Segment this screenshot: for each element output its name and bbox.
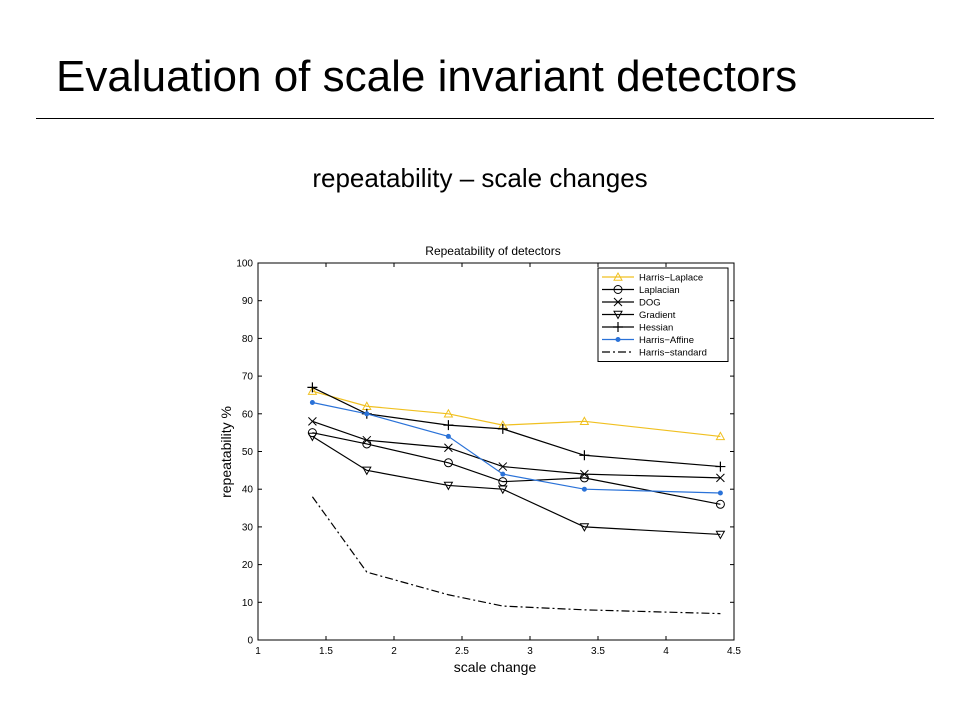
data-point-dog: [716, 473, 725, 483]
slide-subtitle: repeatability – scale changes: [312, 163, 648, 193]
data-point-gradient: [715, 530, 726, 540]
slide-title: Evaluation of scale invariant detectors: [56, 52, 798, 101]
data-point-gradient: [497, 485, 508, 495]
y-tick-label: 20: [242, 560, 254, 571]
series-harris-affine: [309, 399, 723, 496]
chart-title: Repeatability of detectors: [425, 244, 560, 258]
legend-label-harris-affine: Harris−Affine: [639, 335, 694, 346]
data-point-gradient: [307, 432, 318, 442]
y-tick-label: 90: [242, 296, 254, 307]
y-tick-label: 80: [242, 334, 254, 345]
legend-marker-gradient: [613, 310, 623, 320]
series-line-harris-affine: [312, 401, 721, 494]
x-tick-label: 2: [391, 646, 397, 657]
y-tick-label: 40: [242, 485, 254, 496]
data-point-gradient: [579, 523, 590, 532]
legend-marker-dog: [613, 297, 623, 307]
title-divider: [36, 118, 934, 119]
data-point-hessian: [579, 450, 590, 461]
data-point-laplacian: [443, 458, 453, 468]
data-point-dog: [362, 435, 372, 445]
data-point-harris-affine: [500, 471, 506, 477]
data-point-harris-laplace: [579, 416, 590, 426]
y-tick-label: 60: [242, 409, 254, 420]
legend-marker-laplacian: [613, 285, 623, 294]
x-tick-label: 1: [255, 646, 261, 657]
data-point-harris-affine: [445, 433, 451, 439]
x-axis-label: scale change: [454, 659, 537, 675]
series-line-dog: [312, 420, 721, 479]
data-point-harris-laplace: [715, 431, 726, 441]
y-tick-label: 50: [242, 447, 254, 458]
y-axis-label: repeatability %: [218, 406, 234, 498]
x-tick-label: 4.5: [727, 646, 741, 657]
data-point-harris-laplace: [443, 408, 454, 418]
data-point-dog: [580, 469, 589, 479]
data-point-hessian: [715, 461, 726, 472]
series-harris-standard: [311, 496, 721, 615]
data-point-gradient: [361, 466, 372, 476]
y-tick-label: 10: [242, 598, 254, 609]
legend-label-dog: DOG: [639, 298, 661, 309]
y-tick-label: 0: [247, 636, 253, 647]
legend-label-harris-laplace: Harris−Laplace: [639, 273, 703, 284]
data-point-hessian: [443, 420, 454, 431]
data-point-harris-affine: [309, 399, 315, 405]
legend-label-gradient: Gradient: [639, 310, 676, 321]
legend-label-harris-standard: Harris−standard: [639, 348, 707, 359]
series-harris-laplace: [307, 386, 726, 441]
legend-marker-harris-affine: [615, 337, 621, 342]
data-point-dog: [498, 462, 508, 471]
data-point-dog: [308, 416, 317, 426]
y-tick-label: 100: [236, 259, 253, 270]
series-line-hessian: [312, 386, 721, 468]
series-line-gradient: [312, 435, 721, 536]
y-tick-label: 30: [242, 522, 254, 533]
data-point-hessian: [307, 382, 318, 393]
series-line-harris-standard: [311, 496, 721, 615]
data-point-harris-affine: [717, 490, 723, 496]
data-point-laplacian: [715, 499, 725, 509]
legend-label-hessian: Hessian: [639, 323, 673, 334]
legend-marker-harris-laplace: [613, 271, 623, 281]
x-tick-label: 4: [663, 646, 669, 657]
legend-marker-hessian: [613, 322, 623, 332]
x-tick-label: 3: [527, 646, 533, 657]
data-point-harris-laplace: [307, 386, 318, 395]
series-gradient: [307, 432, 726, 540]
series-line-harris-laplace: [312, 390, 721, 438]
x-tick-label: 1.5: [319, 646, 333, 657]
legend-box: [597, 267, 729, 362]
data-point-gradient: [443, 481, 454, 491]
data-point-dog: [444, 443, 453, 453]
series-layer: [307, 382, 726, 615]
data-point-hessian: [497, 423, 508, 434]
series-dog: [308, 416, 725, 483]
x-tick-label: 3.5: [591, 646, 605, 657]
y-tick-label: 70: [242, 372, 254, 383]
x-tick-label: 2.5: [455, 646, 469, 657]
data-point-harris-affine: [364, 411, 370, 417]
data-point-harris-affine: [581, 486, 587, 492]
series-line-laplacian: [312, 432, 721, 505]
legend-label-laplacian: Laplacian: [639, 285, 680, 296]
